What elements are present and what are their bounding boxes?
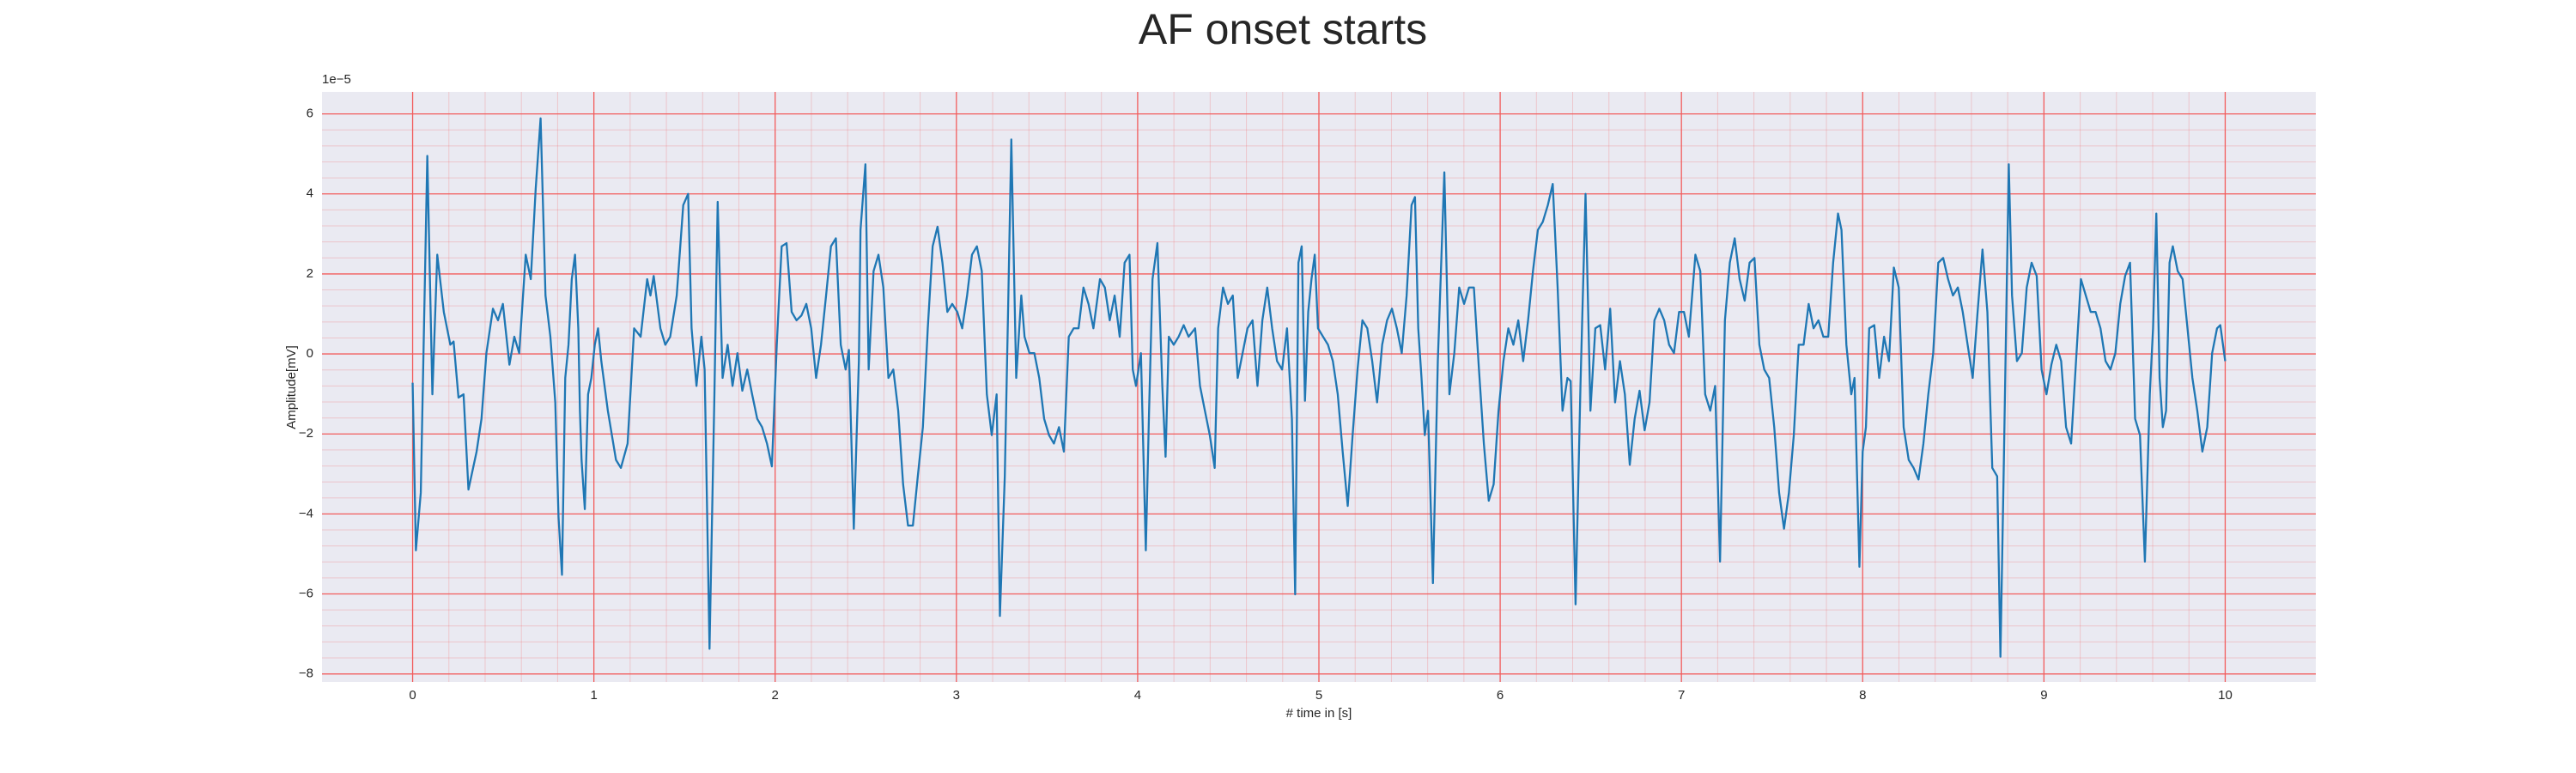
x-tick-label: 3	[953, 688, 960, 703]
tick-labels: 0 1 2 3 4 5 6 7 8 9 10 −8 −6 −4 −2 0 2 4 6	[299, 107, 2233, 703]
y-tick-label: 0	[307, 346, 313, 361]
x-tick-label: 0	[409, 688, 416, 703]
x-tick-label: 2	[772, 688, 779, 703]
x-axis-label: # time in [s]	[1286, 706, 1352, 721]
series	[411, 117, 2227, 658]
x-tick-label: 8	[1859, 688, 1866, 703]
x-tick-label: 10	[2218, 688, 2233, 703]
y-tick-label: −4	[299, 506, 313, 520]
x-tick-label: 4	[1134, 688, 1141, 703]
x-tick-label: 7	[1678, 688, 1685, 703]
x-tick-label: 1	[590, 688, 597, 703]
y-tick-label: −8	[299, 666, 313, 681]
grid	[322, 92, 2316, 682]
signal-line	[411, 117, 2227, 658]
y-tick-label: 6	[307, 107, 313, 121]
x-tick-label: 6	[1497, 688, 1504, 703]
y-tick-label: 2	[307, 266, 313, 281]
chart-title: AF onset starts	[1139, 5, 1427, 53]
x-tick-label: 9	[2040, 688, 2047, 703]
y-tick-label: 4	[307, 186, 313, 201]
y-tick-label: −6	[299, 587, 313, 601]
x-tick-label: 5	[1315, 688, 1322, 703]
y-tick-label: −2	[299, 426, 313, 441]
y-offset-text: 1e−5	[322, 72, 351, 87]
y-axis-label: Amplitude[mV]	[284, 345, 299, 429]
